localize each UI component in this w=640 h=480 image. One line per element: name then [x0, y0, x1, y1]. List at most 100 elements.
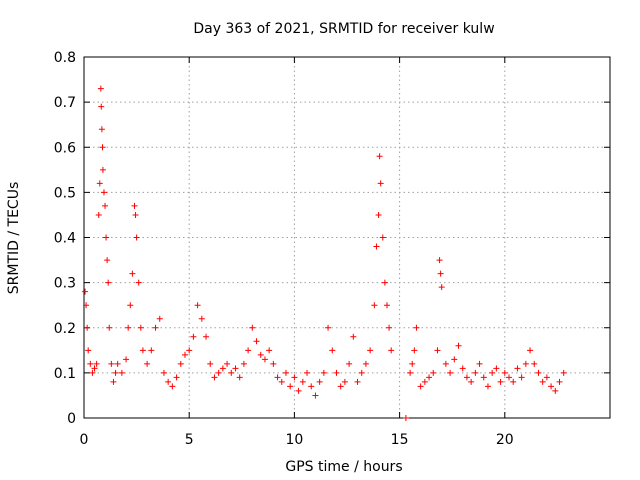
data-point [127, 302, 134, 309]
data-point [129, 270, 136, 277]
data-point [316, 378, 323, 385]
x-tick-label: 15 [391, 432, 409, 448]
data-point [228, 369, 235, 376]
data-point [194, 302, 201, 309]
data-point [144, 360, 151, 367]
data-point [103, 234, 110, 241]
data-point [287, 383, 294, 390]
data-point [125, 324, 132, 331]
data-point [455, 342, 462, 349]
data-point [510, 378, 517, 385]
data-point [308, 383, 315, 390]
data-point [84, 324, 91, 331]
y-tick-label: 0.6 [54, 140, 76, 156]
data-point [358, 369, 365, 376]
data-point [381, 279, 388, 286]
data-point [102, 202, 109, 209]
data-point [413, 324, 420, 331]
data-point [373, 243, 380, 250]
data-point [98, 103, 105, 110]
y-tick-label: 0.3 [54, 276, 76, 292]
data-point [417, 383, 424, 390]
data-point [299, 378, 306, 385]
data-point [430, 369, 437, 376]
data-point [402, 415, 409, 421]
y-tick-label: 0.8 [54, 50, 76, 66]
data-point [518, 374, 525, 381]
data-point [181, 351, 188, 358]
data-point [89, 369, 96, 376]
data-point [388, 347, 395, 354]
data-point [329, 347, 336, 354]
data-point [87, 360, 94, 367]
chart-title: Day 363 of 2021, SRMTID for receiver kul… [193, 21, 494, 37]
data-point [132, 211, 139, 218]
data-point [118, 369, 125, 376]
data-point [304, 369, 311, 376]
data-point [451, 356, 458, 363]
data-point [346, 360, 353, 367]
data-point [552, 387, 559, 394]
data-point [375, 211, 382, 218]
data-point [165, 378, 172, 385]
data-point [493, 365, 500, 372]
data-point [253, 338, 260, 345]
data-point [156, 315, 163, 322]
data-point [148, 347, 155, 354]
x-tick-label: 5 [185, 432, 194, 448]
data-point [409, 360, 416, 367]
data-point [468, 378, 475, 385]
data-point [100, 189, 107, 196]
y-tick-label: 0 [67, 411, 76, 427]
data-point [137, 324, 144, 331]
data-point [85, 347, 92, 354]
data-point [108, 360, 115, 367]
data-point [367, 347, 374, 354]
data-point [522, 360, 529, 367]
data-point [198, 315, 205, 322]
data-point [131, 202, 138, 209]
x-tick-label: 10 [285, 432, 303, 448]
data-point [106, 324, 113, 331]
data-point [112, 369, 119, 376]
data-point [240, 360, 247, 367]
data-point [350, 333, 357, 340]
data-point [211, 374, 218, 381]
data-point [434, 347, 441, 354]
data-point [97, 85, 104, 92]
y-tick-label: 0.1 [54, 366, 76, 382]
data-point [215, 369, 222, 376]
data-point [362, 360, 369, 367]
data-point [96, 180, 103, 187]
data-point [337, 383, 344, 390]
data-point [123, 356, 130, 363]
data-point [186, 347, 193, 354]
data-point [556, 378, 563, 385]
data-point [514, 365, 521, 372]
data-point [438, 284, 445, 291]
axis-ticks: 0 0.1 0.2 0.3 0.4 0.5 0.6 0.7 0.8 0 5 10 15 20 [54, 50, 610, 448]
data-point [436, 257, 443, 264]
x-tick-label: 20 [496, 432, 514, 448]
data-point [407, 369, 414, 376]
data-point [484, 383, 491, 390]
data-point [437, 270, 444, 277]
data-point [341, 378, 348, 385]
data-point [333, 369, 340, 376]
data-point [527, 347, 534, 354]
y-tick-label: 0.2 [54, 321, 76, 337]
data-point [274, 374, 281, 381]
y-tick-label: 0.5 [54, 185, 76, 201]
data-point [105, 279, 112, 286]
data-point [266, 347, 273, 354]
data-point [386, 324, 393, 331]
data-point [190, 333, 197, 340]
y-tick-label: 0.4 [54, 231, 76, 247]
x-axis-label: GPS time / hours [285, 459, 402, 475]
data-point [463, 374, 470, 381]
data-points [82, 85, 567, 421]
data-point [489, 369, 496, 376]
data-point [152, 324, 159, 331]
data-point [245, 347, 252, 354]
